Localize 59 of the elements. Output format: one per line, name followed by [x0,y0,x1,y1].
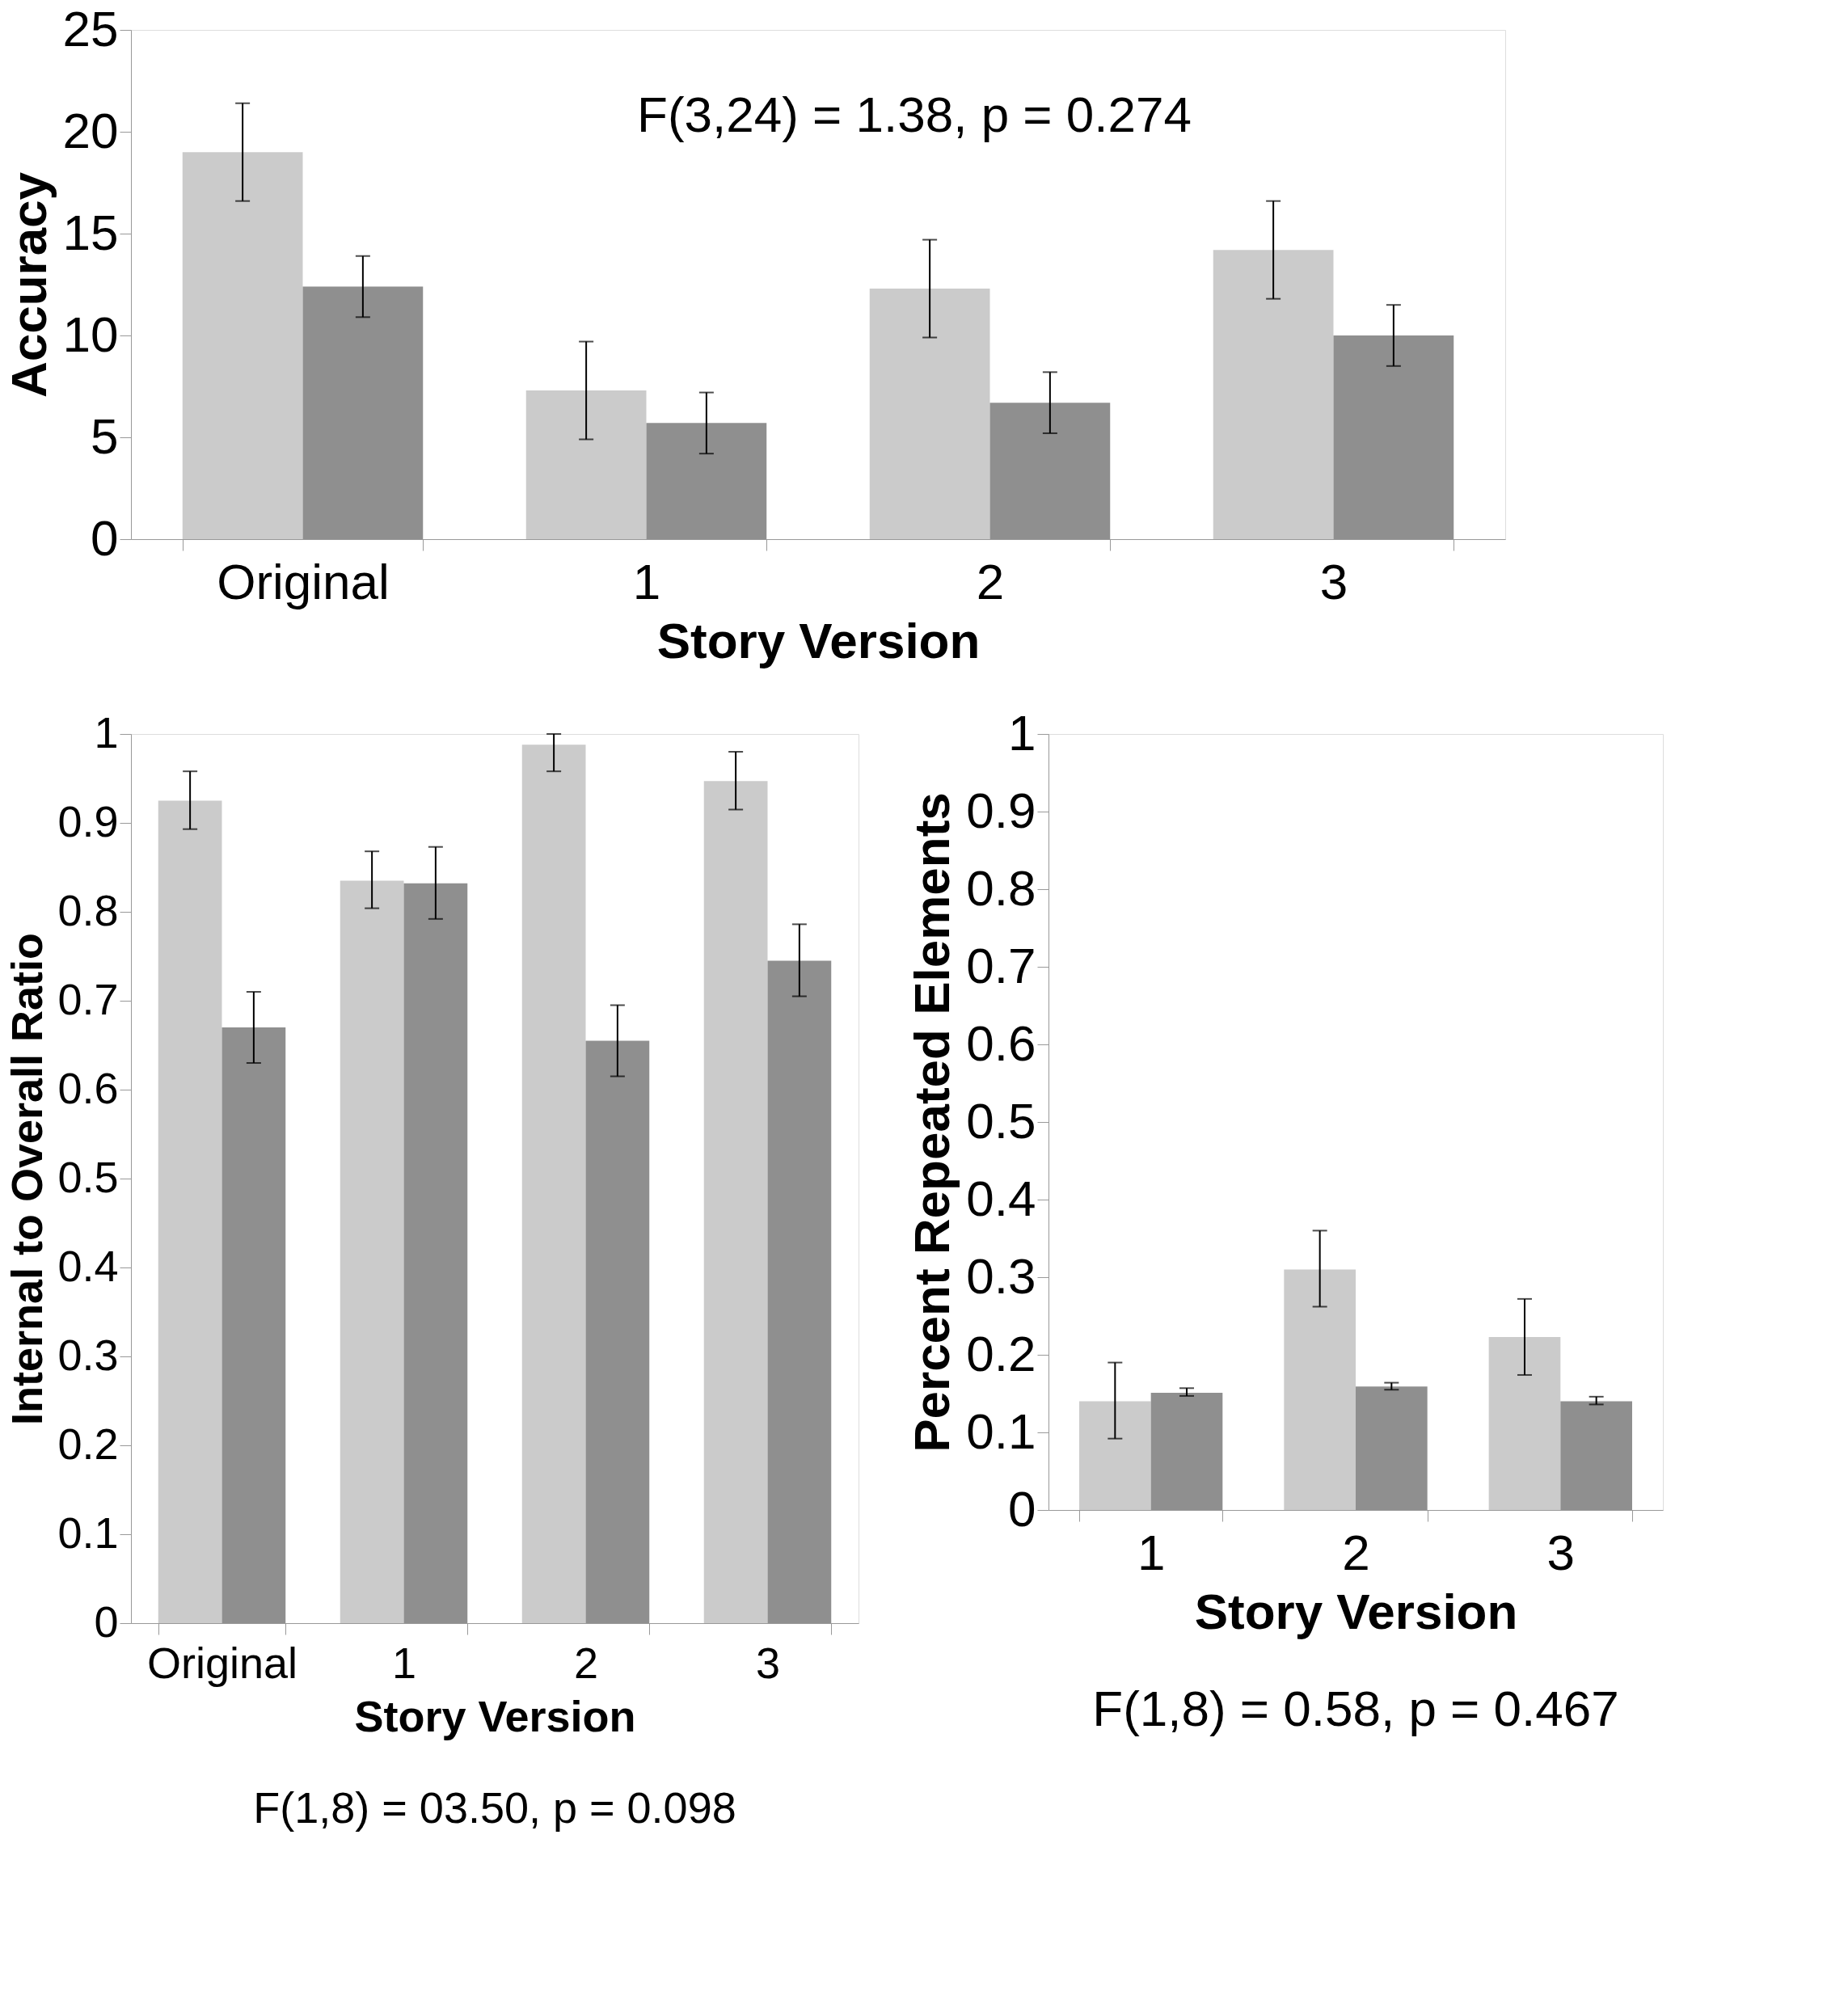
x-tick-label: 3 [755,1638,781,1687]
y-tick-label: 0.7 [966,937,1036,993]
x-tick-label: 2 [573,1638,599,1687]
bar [340,880,404,1623]
x-tick-label: Original [217,553,390,609]
y-tick-label: 0.5 [966,1092,1036,1149]
y-tick-label: 0.1 [57,1508,119,1557]
bar [1488,1336,1561,1510]
x-tick-label: 1 [632,553,661,609]
y-tick-label: 0.8 [57,885,119,934]
y-tick-label: 10 [62,306,119,362]
text: F(1,8) = 03.50, p = 0.098 [253,1783,736,1832]
bar [703,781,768,1623]
y-tick-label: 0.4 [57,1241,119,1290]
y-tick-label: 1 [94,707,119,757]
x-axis-title: Story Version [1194,1583,1518,1639]
bar [869,289,990,539]
bar [158,800,222,1623]
x-axis-title: Story Version [656,612,981,669]
y-tick-label: 0.9 [966,782,1036,838]
y-axis-title: Internal to Overall Ratio [2,932,52,1426]
annotation: F(3,24) = 1.38, p = 0.274 [637,86,1192,143]
y-tick-label: 0.3 [966,1247,1036,1304]
bar [1079,1401,1151,1510]
y-tick-label: 0.2 [57,1419,119,1468]
x-tick-label: 2 [976,553,1005,609]
y-tick-label: 0 [94,1596,119,1646]
y-tick-label: 1 [1008,704,1036,761]
y-tick-label: 0.4 [966,1170,1036,1226]
y-tick-label: 0.9 [57,796,119,846]
y-axis-title: Accuracy [0,171,57,399]
bar [1213,250,1334,539]
y-tick-label: 25 [62,0,119,57]
y-tick-label: 0.8 [966,859,1036,916]
x-tick-label: 2 [1342,1524,1370,1580]
y-tick-label: 5 [91,407,119,464]
text: F(1,8) = 0.58, p = 0.467 [1092,1681,1619,1736]
y-tick-label: 20 [62,102,119,158]
bar [525,390,647,539]
x-tick-label: 3 [1546,1524,1576,1580]
y-tick-label: 0.1 [966,1402,1036,1459]
y-tick-label: 0.7 [57,974,119,1023]
bar [521,744,586,1623]
y-tick-label: 0.3 [57,1330,119,1379]
y-tick-label: 0 [1008,1480,1036,1537]
x-axis-title: Story Version [354,1691,636,1740]
x-tick-label: 1 [391,1638,417,1687]
y-tick-label: 0.6 [57,1063,119,1112]
bar [1284,1269,1356,1510]
x-tick-label: Original [146,1638,298,1687]
x-tick-label: 1 [1137,1524,1166,1580]
x-tick-label: 3 [1319,553,1348,609]
bar [182,152,303,539]
y-tick-label: 0.6 [966,1014,1036,1071]
y-axis-title: Percent Repeated Elements [904,792,960,1453]
y-tick-label: 15 [62,204,119,260]
y-tick-label: 0 [91,509,119,566]
y-tick-label: 0.5 [57,1152,119,1201]
y-tick-label: 0.2 [966,1325,1036,1381]
